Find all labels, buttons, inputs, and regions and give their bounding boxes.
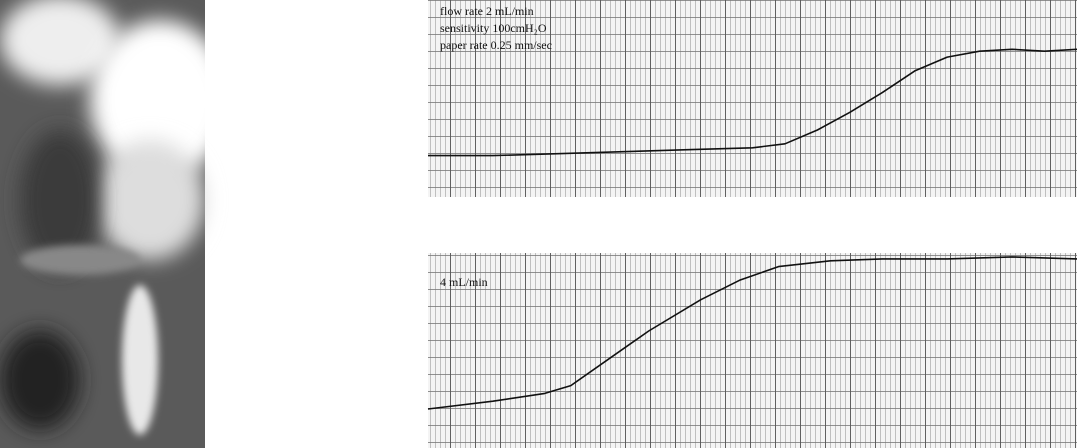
strip-2 [428,253,1077,448]
trace [427,256,1077,410]
annotation: sensitivity 100cmH₂O [440,21,547,35]
xray-image [0,0,230,448]
trace [428,48,1077,157]
strip-1 [428,0,1077,197]
annotation: 4 mL/min [440,275,488,289]
annotation: paper rate 0.25 mm/sec [440,38,552,52]
annotation: flow rate 2 mL/min [440,4,534,18]
